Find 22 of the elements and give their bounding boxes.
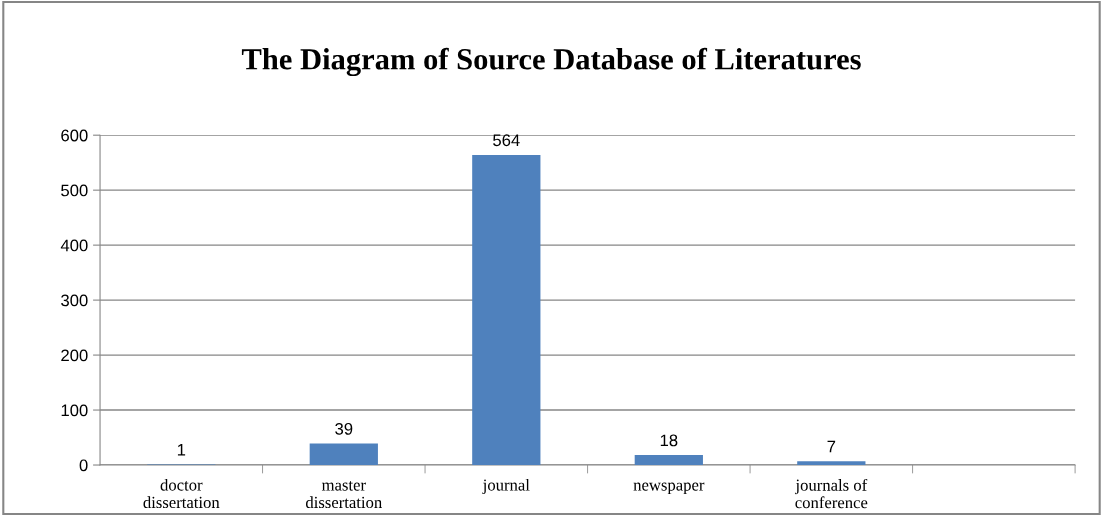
bar bbox=[309, 443, 378, 466]
y-tick-label: 200 bbox=[61, 349, 88, 362]
y-tick-label: 600 bbox=[61, 129, 88, 142]
data-label: 18 bbox=[660, 434, 678, 447]
x-tick-label: doctor dissertation bbox=[143, 478, 220, 509]
data-label: 1 bbox=[177, 443, 186, 456]
y-tick-label: 0 bbox=[79, 459, 88, 472]
bar bbox=[472, 154, 541, 466]
chart-title: The Diagram of Source Database of Literatures bbox=[241, 47, 861, 77]
y-tick-label: 300 bbox=[61, 294, 88, 307]
data-label: 564 bbox=[493, 134, 520, 147]
x-tick-label: newspaper bbox=[633, 482, 705, 495]
x-tick-label: journal bbox=[482, 478, 530, 495]
y-tick-label: 400 bbox=[60, 239, 88, 252]
data-label: 39 bbox=[335, 422, 353, 435]
x-tick-label: master dissertation bbox=[305, 481, 382, 509]
y-tick-label: 100 bbox=[61, 404, 88, 417]
bar bbox=[797, 461, 866, 466]
data-label: 7 bbox=[827, 440, 836, 453]
x-tick-label: journals of conference bbox=[794, 478, 868, 509]
y-tick-label: 500 bbox=[61, 184, 88, 197]
bar bbox=[634, 455, 703, 466]
